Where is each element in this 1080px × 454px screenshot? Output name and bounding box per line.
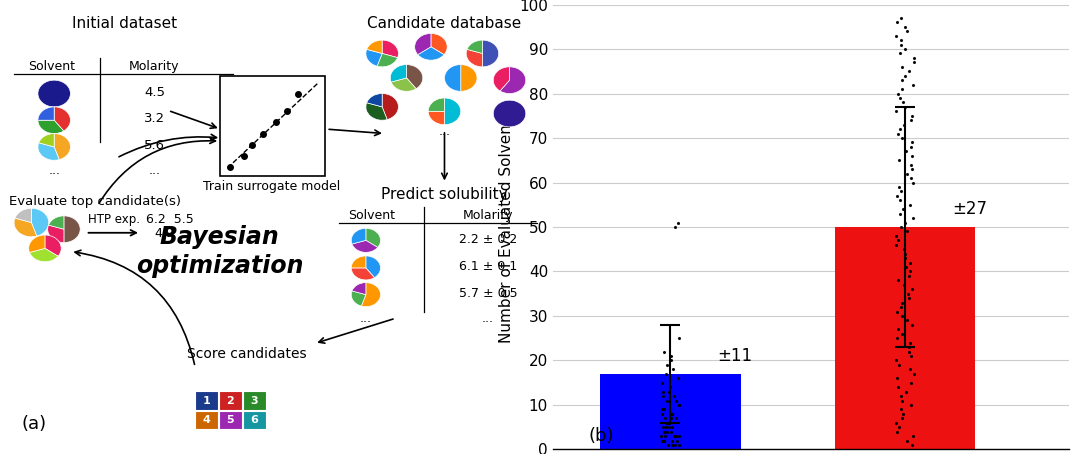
Wedge shape: [483, 40, 499, 67]
Wedge shape: [45, 235, 62, 256]
Wedge shape: [366, 228, 380, 247]
Wedge shape: [352, 240, 378, 252]
Wedge shape: [29, 248, 58, 262]
Text: 5: 5: [227, 415, 234, 425]
Text: ...: ...: [360, 312, 372, 325]
Wedge shape: [15, 208, 31, 222]
Wedge shape: [31, 208, 49, 236]
Text: HTP exp.: HTP exp.: [89, 212, 140, 226]
Text: 6.2  5.5: 6.2 5.5: [146, 212, 194, 226]
Text: 3.2: 3.2: [144, 113, 165, 125]
Wedge shape: [467, 49, 483, 67]
Wedge shape: [352, 282, 366, 295]
Text: Candidate database: Candidate database: [367, 15, 522, 31]
Wedge shape: [362, 282, 380, 306]
Wedge shape: [382, 94, 399, 119]
Wedge shape: [467, 40, 483, 54]
Text: ...: ...: [148, 163, 161, 177]
Text: 1: 1: [203, 395, 211, 405]
Text: ...: ...: [482, 312, 494, 325]
Text: Molarity: Molarity: [462, 209, 513, 222]
Text: Initial dataset: Initial dataset: [72, 15, 177, 31]
Text: Score candidates: Score candidates: [187, 347, 307, 361]
Wedge shape: [38, 143, 59, 160]
Wedge shape: [39, 133, 54, 147]
Text: ±27: ±27: [951, 200, 987, 218]
Wedge shape: [38, 120, 64, 133]
Wedge shape: [415, 34, 431, 54]
Wedge shape: [431, 34, 447, 54]
Text: Predict solubility: Predict solubility: [381, 187, 508, 202]
Wedge shape: [351, 256, 366, 268]
Wedge shape: [390, 64, 406, 82]
Wedge shape: [54, 107, 70, 131]
Text: Molarity: Molarity: [130, 60, 179, 73]
Text: Bayesian
optimization: Bayesian optimization: [136, 225, 303, 278]
Wedge shape: [49, 216, 64, 229]
Text: ...: ...: [49, 163, 60, 177]
Text: ±11: ±11: [717, 347, 753, 365]
FancyBboxPatch shape: [243, 391, 266, 410]
Text: Solvent: Solvent: [348, 209, 395, 222]
Text: 6.1 ± 0.1: 6.1 ± 0.1: [459, 260, 517, 273]
FancyBboxPatch shape: [195, 411, 218, 429]
Wedge shape: [377, 54, 397, 67]
Text: 5.6: 5.6: [144, 139, 165, 152]
Text: 4: 4: [203, 415, 211, 425]
Text: Train surrogate model: Train surrogate model: [203, 180, 340, 193]
Text: 3: 3: [251, 395, 258, 405]
Text: 4.9: 4.9: [154, 227, 174, 240]
Wedge shape: [445, 98, 461, 125]
Wedge shape: [366, 256, 380, 278]
Wedge shape: [38, 107, 54, 120]
Wedge shape: [54, 133, 70, 160]
Wedge shape: [494, 67, 510, 91]
FancyBboxPatch shape: [195, 391, 218, 410]
Wedge shape: [366, 49, 382, 66]
FancyBboxPatch shape: [219, 76, 325, 176]
Wedge shape: [418, 47, 444, 60]
Text: Solvent: Solvent: [28, 60, 75, 73]
Wedge shape: [382, 40, 399, 58]
Wedge shape: [461, 64, 477, 91]
Wedge shape: [14, 218, 37, 237]
Wedge shape: [494, 100, 526, 127]
Wedge shape: [351, 228, 366, 244]
Wedge shape: [367, 94, 382, 107]
Wedge shape: [64, 216, 80, 242]
Wedge shape: [351, 268, 375, 280]
Wedge shape: [406, 64, 422, 89]
Y-axis label: Number of Evaluated Solvents: Number of Evaluated Solvents: [499, 111, 514, 343]
Wedge shape: [429, 111, 445, 125]
FancyBboxPatch shape: [219, 411, 242, 429]
Text: 2.2 ± 0.2: 2.2 ± 0.2: [459, 232, 517, 246]
Bar: [599, 374, 741, 449]
Text: 4.5: 4.5: [144, 86, 165, 99]
Wedge shape: [351, 291, 366, 306]
Text: (a): (a): [22, 415, 46, 433]
Wedge shape: [445, 64, 461, 91]
Wedge shape: [429, 98, 445, 111]
Text: 5.7 ± 0.5: 5.7 ± 0.5: [459, 287, 517, 300]
Wedge shape: [48, 225, 64, 242]
Wedge shape: [38, 80, 70, 107]
Text: ...: ...: [438, 125, 450, 138]
Wedge shape: [367, 40, 382, 54]
FancyBboxPatch shape: [243, 411, 266, 429]
Text: 6: 6: [251, 415, 258, 425]
Wedge shape: [29, 235, 45, 252]
Text: Evaluate top candidate(s): Evaluate top candidate(s): [9, 195, 180, 208]
Text: (b): (b): [589, 427, 615, 445]
Text: 2: 2: [227, 395, 234, 405]
Wedge shape: [391, 78, 416, 91]
Wedge shape: [366, 103, 387, 120]
Bar: [835, 227, 975, 449]
Wedge shape: [500, 67, 526, 94]
FancyBboxPatch shape: [219, 391, 242, 410]
